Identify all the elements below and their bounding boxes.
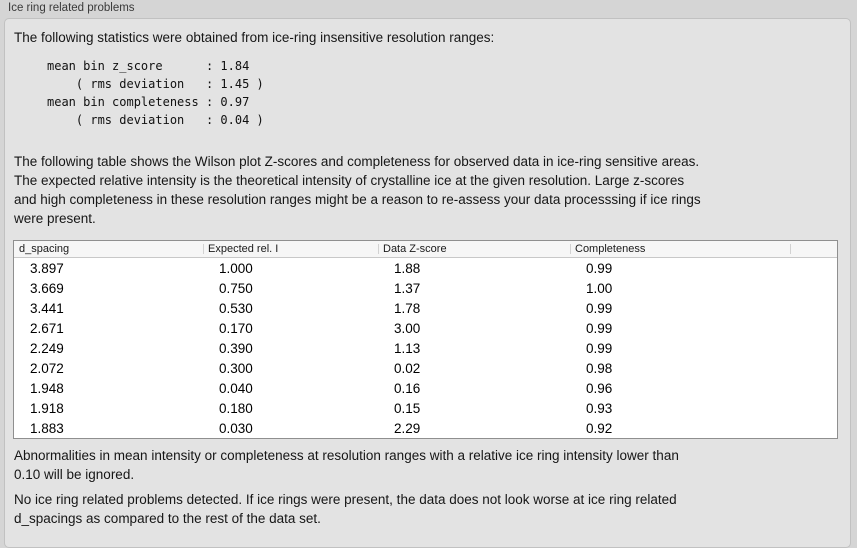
table-row[interactable]: 2.671 0.170 3.00 0.99 [14,318,837,338]
cell-data-z-score: 1.88 [394,260,421,276]
cell-expected-rel-i: 1.000 [219,260,253,276]
cell-expected-rel-i: 0.530 [219,300,253,316]
cell-completeness: 0.99 [586,300,613,316]
column-header-filler[interactable] [790,241,837,257]
cell-expected-rel-i: 0.300 [219,360,253,376]
table-row[interactable]: 3.441 0.530 1.78 0.99 [14,298,837,318]
table-row[interactable]: 1.918 0.180 0.15 0.93 [14,398,837,418]
cell-completeness: 0.99 [586,320,613,336]
cell-d-spacing: 2.671 [30,320,64,336]
cell-completeness: 0.99 [586,340,613,356]
cell-d-spacing: 1.948 [30,380,64,396]
cell-d-spacing: 1.883 [30,420,64,436]
cell-d-spacing: 3.897 [30,260,64,276]
table-row[interactable]: 2.249 0.390 1.13 0.99 [14,338,837,358]
cell-d-spacing: 3.441 [30,300,64,316]
stats-summary-block: mean bin z_score : 1.84 ( rms deviation … [47,59,264,127]
cell-completeness: 1.00 [586,280,613,296]
cell-expected-rel-i: 0.170 [219,320,253,336]
cell-d-spacing: 1.918 [30,400,64,416]
cell-expected-rel-i: 0.030 [219,420,253,436]
cell-data-z-score: 1.37 [394,280,421,296]
table-intro-text: The following table shows the Wilson plo… [14,154,701,226]
cell-data-z-score: 0.02 [394,360,421,376]
cell-d-spacing: 3.669 [30,280,64,296]
table-row[interactable]: 3.897 1.000 1.88 0.99 [14,258,837,278]
cell-completeness: 0.92 [586,420,613,436]
column-header-completeness[interactable]: Completeness [570,241,790,257]
stats-intro-text: The following statistics were obtained f… [14,30,495,45]
cell-data-z-score: 2.29 [394,420,421,436]
cell-expected-rel-i: 0.040 [219,380,253,396]
cell-expected-rel-i: 0.750 [219,280,253,296]
cell-data-z-score: 1.13 [394,340,421,356]
cell-completeness: 0.93 [586,400,613,416]
cell-expected-rel-i: 0.390 [219,340,253,356]
table-row[interactable]: 3.669 0.750 1.37 1.00 [14,278,837,298]
column-header-data-z-score[interactable]: Data Z-score [378,241,570,257]
note-ignore-text: Abnormalities in mean intensity or compl… [14,448,679,482]
cell-d-spacing: 2.249 [30,340,64,356]
table-row[interactable]: 1.948 0.040 0.16 0.96 [14,378,837,398]
table-row[interactable]: 1.883 0.030 2.29 0.92 [14,418,837,438]
cell-data-z-score: 3.00 [394,320,421,336]
ice-ring-table: d_spacing Expected rel. I Data Z-score C… [13,240,838,439]
cell-d-spacing: 2.072 [30,360,64,376]
table-header-row: d_spacing Expected rel. I Data Z-score C… [14,241,837,258]
column-header-expected-rel-i[interactable]: Expected rel. I [203,241,378,257]
panel-title: Ice ring related problems [8,2,135,14]
cell-completeness: 0.98 [586,360,613,376]
cell-data-z-score: 0.15 [394,400,421,416]
cell-data-z-score: 1.78 [394,300,421,316]
cell-completeness: 0.96 [586,380,613,396]
table-row[interactable]: 2.072 0.300 0.02 0.98 [14,358,837,378]
column-header-d-spacing[interactable]: d_spacing [19,243,70,255]
cell-data-z-score: 0.16 [394,380,421,396]
note-result-text: No ice ring related problems detected. I… [14,492,677,526]
cell-expected-rel-i: 0.180 [219,400,253,416]
cell-completeness: 0.99 [586,260,613,276]
